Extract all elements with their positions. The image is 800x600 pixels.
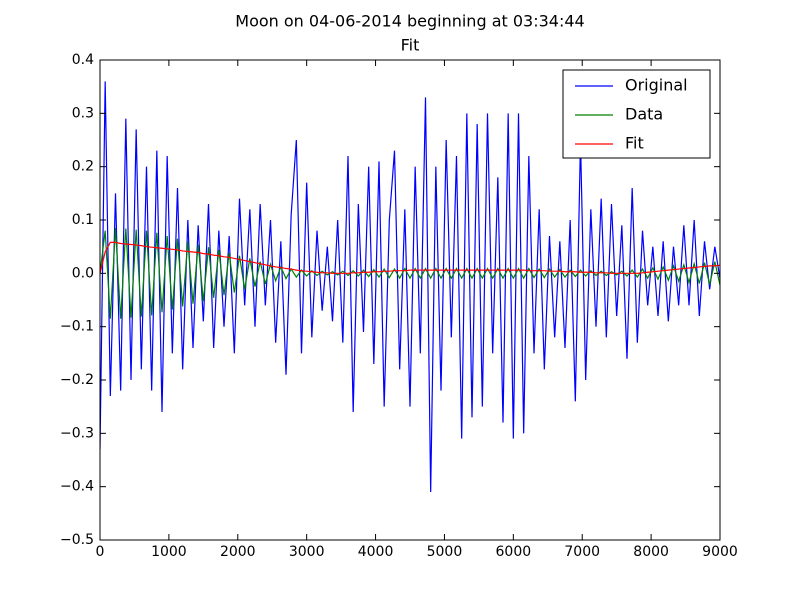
series-line: [100, 81, 720, 493]
chart-title: Moon on 04-06-2014 beginning at 03:34:44: [235, 12, 584, 31]
legend-box: [562, 69, 711, 159]
legend-label: Data: [625, 105, 663, 124]
y-tick-label: 0.4: [72, 52, 94, 68]
y-tick-label: −0.3: [60, 425, 94, 441]
x-tick-label: 1000: [151, 544, 187, 560]
y-tick-label: 0.1: [72, 212, 94, 228]
y-tick-label: −0.2: [60, 372, 94, 388]
chart-subtitle: Fit: [401, 36, 420, 55]
x-tick-label: 4000: [358, 544, 394, 560]
series-line: [100, 227, 720, 319]
y-tick-label: −0.4: [60, 479, 94, 495]
y-tick-label: −0.1: [60, 319, 94, 335]
plot-area: [100, 81, 720, 493]
x-tick-label: 8000: [633, 544, 669, 560]
y-tick-label: 0.3: [72, 105, 94, 121]
y-tick-label: 0.2: [72, 159, 94, 175]
x-tick-label: 0: [96, 544, 105, 560]
y-tick-label: 0.0: [72, 265, 94, 281]
x-tick-label: 7000: [564, 544, 600, 560]
legend-label: Original: [625, 76, 688, 95]
x-tick-label: 2000: [220, 544, 256, 560]
x-tick-label: 6000: [496, 544, 532, 560]
x-tick-label: 9000: [702, 544, 738, 560]
series-line: [100, 241, 720, 274]
y-tick-label: −0.5: [60, 532, 94, 548]
x-tick-label: 5000: [427, 544, 463, 560]
x-tick-label: 3000: [289, 544, 325, 560]
legend-label: Fit: [625, 134, 644, 153]
axes-frame: [99, 59, 721, 541]
